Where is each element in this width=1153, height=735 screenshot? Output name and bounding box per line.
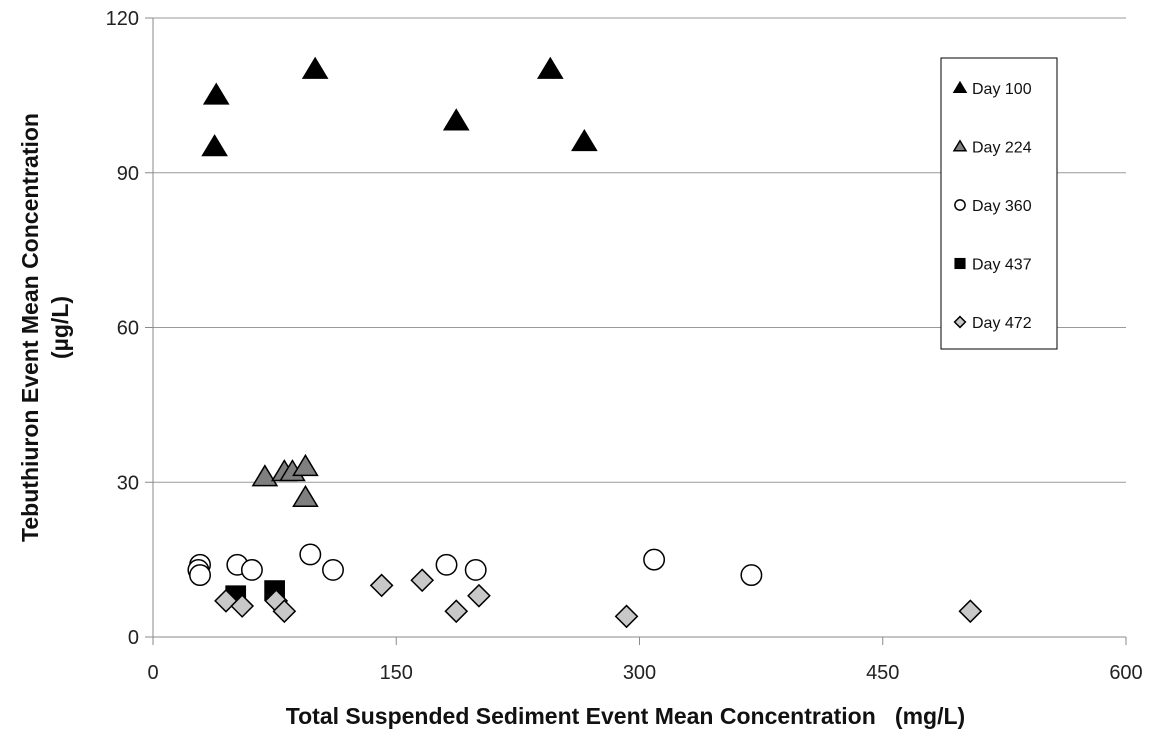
point-day-224 (292, 453, 319, 477)
legend-label-day-472: Day 472 (972, 315, 1032, 332)
y-axis-title-line: Tebuthiuron Event Mean Concentration (17, 113, 43, 542)
x-tick-label: 0 (147, 662, 158, 684)
y-tick-label: 120 (106, 8, 139, 30)
point-day-100 (442, 108, 470, 131)
point-day-360 (435, 553, 458, 576)
point-day-360 (322, 558, 344, 581)
point-day-472 (272, 599, 297, 624)
axes: 0 30 60 90 120 0 150 300 450 600 (106, 8, 1143, 684)
x-tick-label: 600 (1109, 662, 1142, 684)
y-tick-label: 0 (128, 627, 139, 649)
legend-label-day-224: Day 224 (972, 140, 1032, 157)
legend-label-day-100: Day 100 (972, 81, 1032, 98)
legend-label-day-360: Day 360 (972, 198, 1032, 215)
x-tick-label: 150 (380, 662, 413, 684)
point-day-100 (301, 56, 329, 79)
point-day-472 (369, 573, 394, 598)
point-day-472 (467, 583, 491, 608)
data-points (187, 56, 983, 629)
point-day-360 (189, 564, 211, 587)
point-day-360 (643, 548, 666, 571)
point-day-472 (230, 594, 255, 618)
point-day-100 (202, 82, 230, 105)
y-axis-title-line: (µg/L) (47, 296, 73, 359)
point-day-100 (536, 56, 564, 79)
point-day-472 (958, 599, 983, 624)
point-day-360 (240, 558, 263, 581)
point-day-472 (410, 568, 435, 593)
y-axis-title: Tebuthiuron Event Mean Concentration (µg/… (17, 113, 73, 542)
legend-marker-day-472 (953, 315, 967, 329)
y-tick-label: 90 (117, 163, 139, 185)
point-day-472 (614, 604, 639, 629)
point-day-472 (444, 599, 469, 624)
legend-marker-day-100 (952, 80, 968, 94)
x-axis-title: Total Suspended Sediment Event Mean Conc… (286, 703, 965, 729)
legend-marker-day-224 (952, 139, 968, 152)
point-day-224 (251, 464, 279, 487)
point-day-224 (292, 484, 319, 508)
x-tick-label: 300 (623, 662, 656, 684)
legend: Day 100 Day 224 Day 360 Day 437 Day 472 (940, 57, 1058, 350)
legend-marker-day-437 (954, 257, 966, 270)
y-tick-label: 30 (117, 472, 139, 494)
legend-marker-day-360 (954, 199, 966, 211)
legend-label-day-437: Day 437 (972, 257, 1032, 274)
point-day-360 (299, 543, 322, 566)
point-day-100 (201, 134, 228, 157)
y-tick-label: 60 (117, 318, 139, 340)
point-day-100 (571, 128, 598, 152)
point-day-360 (464, 558, 487, 581)
x-tick-label: 450 (866, 662, 899, 684)
point-day-360 (740, 564, 763, 587)
